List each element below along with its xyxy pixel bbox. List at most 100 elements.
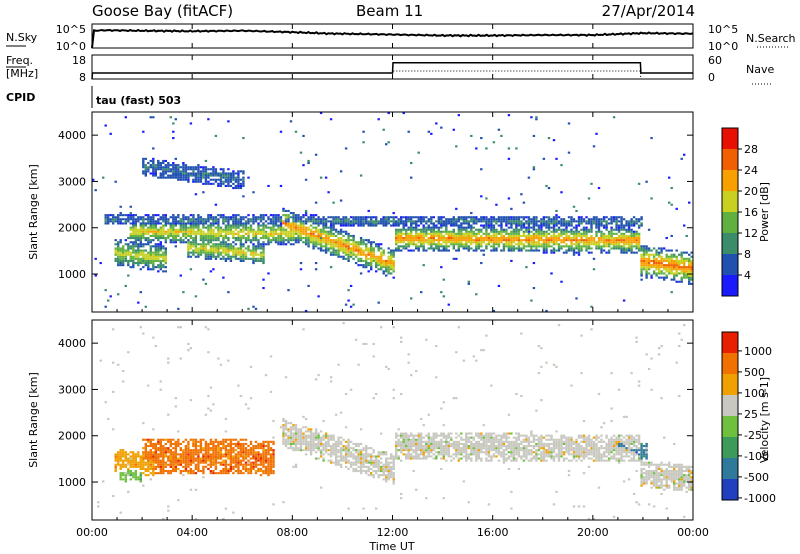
heatmap-cell xyxy=(522,234,526,237)
heatmap-cell xyxy=(690,270,693,273)
heatmap-cell xyxy=(440,232,443,235)
heatmap-cell xyxy=(322,237,325,240)
heatmap-cell xyxy=(688,274,691,277)
heatmap-cell xyxy=(422,234,425,237)
heatmap-cell xyxy=(224,178,228,181)
heatmap-cell xyxy=(257,455,260,458)
heatmap-cell xyxy=(287,428,290,431)
heatmap-cell xyxy=(172,232,175,235)
heatmap-cell xyxy=(267,449,270,452)
heatmap-cell xyxy=(390,266,393,269)
heatmap-cell xyxy=(294,440,298,443)
heatmap-cell xyxy=(132,232,135,235)
heatmap-cell xyxy=(194,457,198,460)
heatmap-cell xyxy=(357,245,360,248)
heatmap-cell xyxy=(324,218,328,221)
heatmap-cell xyxy=(217,457,220,460)
heatmap-cell xyxy=(257,459,260,462)
heatmap-cell xyxy=(555,216,558,219)
heatmap-cell xyxy=(267,442,270,445)
heatmap-cell xyxy=(157,164,160,167)
heatmap-cell xyxy=(462,226,465,229)
heatmap-cell xyxy=(457,230,460,233)
heatmap-cell xyxy=(249,442,253,445)
heatmap-cell xyxy=(119,474,122,477)
heatmap-cell xyxy=(304,434,308,437)
heatmap-cell xyxy=(194,172,198,175)
heatmap-cell xyxy=(678,253,681,256)
heatmap-cell xyxy=(317,432,320,435)
heatmap-cell xyxy=(592,243,596,246)
heatmap-cell xyxy=(372,220,375,223)
heatmap-cell xyxy=(247,461,250,464)
heatmap-cell xyxy=(482,220,485,223)
heatmap-cell xyxy=(262,449,265,452)
heatmap-cell xyxy=(525,222,528,225)
heatmap-cell xyxy=(517,249,521,252)
heatmap-cell xyxy=(395,222,398,225)
heatmap-cell xyxy=(415,234,418,237)
heatmap-cell xyxy=(359,253,363,256)
heatmap-cell xyxy=(172,166,175,169)
heatmap-cell xyxy=(139,228,142,231)
heatmap-cell xyxy=(297,226,300,229)
heatmap-cell xyxy=(505,243,508,246)
heatmap-cell xyxy=(467,222,470,225)
heatmap-cell xyxy=(582,220,586,223)
heatmap-cell xyxy=(142,228,145,231)
heatmap-cell xyxy=(542,245,546,248)
heatmap-cell xyxy=(602,220,606,223)
heatmap-cell xyxy=(535,222,538,225)
heatmap-cell xyxy=(144,453,147,456)
heatmap-cell xyxy=(144,445,147,448)
heatmap-cell xyxy=(680,255,683,258)
heatmap-cell xyxy=(209,440,213,443)
heatmap-cell xyxy=(124,478,127,481)
heatmap-cell xyxy=(199,440,203,443)
heatmap-cell xyxy=(487,226,491,229)
heatmap-cell xyxy=(112,216,115,219)
heatmap-cell xyxy=(199,459,203,462)
heatmap-cell xyxy=(640,249,643,252)
heatmap-cell xyxy=(329,230,333,233)
heatmap-cell xyxy=(292,224,295,227)
heatmap-cell xyxy=(587,251,591,254)
heatmap-cell xyxy=(247,257,250,260)
heatmap-cell xyxy=(197,214,200,217)
heatmap-cell xyxy=(465,218,468,221)
heatmap-cell xyxy=(222,255,225,258)
heatmap-cell xyxy=(334,447,338,450)
heatmap-cell xyxy=(502,245,506,248)
colorbar-tick-label: 8 xyxy=(744,248,751,261)
heatmap-cell xyxy=(177,459,180,462)
heatmap-cell xyxy=(525,216,528,219)
heatmap-cell xyxy=(219,440,223,443)
heatmap-cell xyxy=(169,241,172,244)
heatmap-cell xyxy=(510,243,513,246)
heatmap-cell xyxy=(224,174,228,177)
heatmap-cell xyxy=(177,438,180,441)
heatmap-cell xyxy=(112,214,115,217)
heatmap-cell xyxy=(162,224,165,227)
heatmap-cell xyxy=(324,247,328,250)
heatmap-cell xyxy=(420,239,423,242)
heatmap-cell xyxy=(142,224,145,227)
heatmap-cell xyxy=(532,262,536,265)
heatmap-cell xyxy=(324,445,328,448)
heatmap-cell xyxy=(149,463,152,466)
heatmap-cell xyxy=(132,234,135,237)
heatmap-cell xyxy=(269,228,273,231)
heatmap-cell xyxy=(465,222,468,225)
heatmap-cell xyxy=(224,224,228,227)
heatmap-cell xyxy=(177,174,180,177)
heatmap-cell xyxy=(127,249,130,252)
heatmap-cell xyxy=(377,257,380,260)
heatmap-cell xyxy=(302,442,305,445)
heatmap-cell xyxy=(665,266,668,269)
heatmap-cell xyxy=(242,176,245,179)
heatmap-cell xyxy=(199,245,203,248)
heatmap-cell xyxy=(139,472,142,475)
heatmap-cell xyxy=(457,234,460,237)
heatmap-cell xyxy=(172,463,175,466)
heatmap-cell xyxy=(329,461,333,464)
